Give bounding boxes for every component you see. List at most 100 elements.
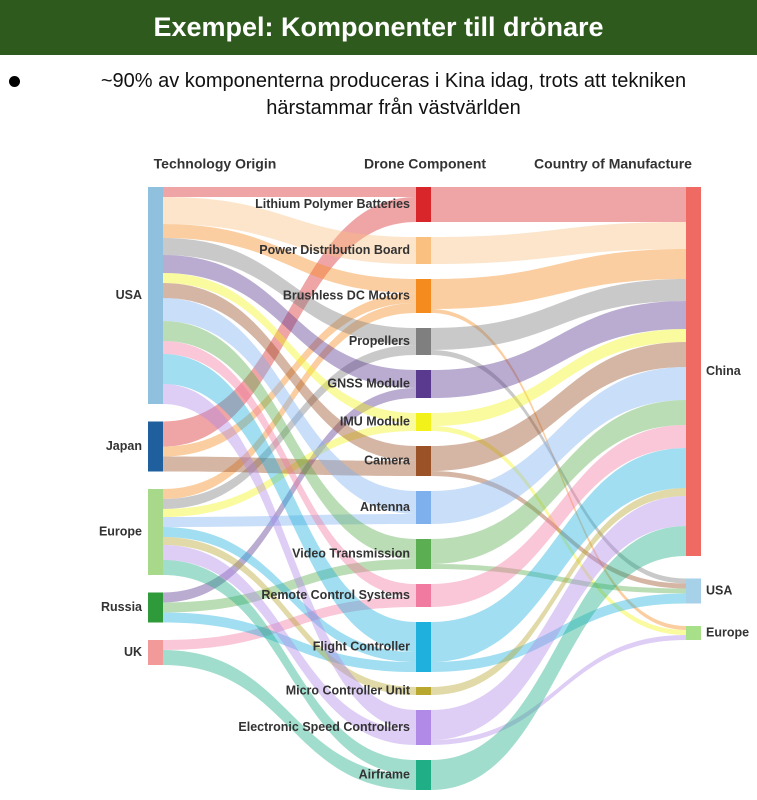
node <box>416 622 431 672</box>
flow <box>163 514 416 527</box>
node-label: Europe <box>706 625 749 639</box>
flow <box>163 597 416 650</box>
bullet-dot <box>9 76 20 87</box>
flow <box>431 635 686 745</box>
node-label: Flight Controller <box>313 639 410 653</box>
flow <box>431 526 686 790</box>
flow <box>431 187 686 222</box>
node <box>416 328 431 355</box>
flow <box>163 303 416 499</box>
flow <box>163 273 416 423</box>
node <box>416 370 431 398</box>
flow <box>163 456 416 476</box>
node-label: USA <box>116 288 142 302</box>
node-label: Lithium Polymer Batteries <box>255 197 410 211</box>
node <box>148 187 163 404</box>
node-label: Antenna <box>360 500 411 514</box>
node <box>686 187 701 556</box>
flow <box>431 426 686 635</box>
node-label: Brushless DC Motors <box>283 288 410 302</box>
flow <box>163 298 416 514</box>
node-label: Remote Control Systems <box>261 588 410 602</box>
node <box>148 489 163 575</box>
flow <box>163 354 416 652</box>
node-label: Europe <box>99 524 142 538</box>
node-label: Propellers <box>349 334 410 348</box>
bullet: ~90% av komponenterna produceras i Kina … <box>0 68 757 122</box>
flow <box>431 222 686 264</box>
node-label: Camera <box>364 453 411 467</box>
flow <box>163 197 416 447</box>
flow <box>163 423 416 517</box>
node <box>148 592 163 623</box>
flow <box>163 537 416 695</box>
node-label: IMU Module <box>340 414 410 428</box>
node-label: Video Transmission <box>292 546 410 560</box>
node-label: China <box>706 364 742 378</box>
flow <box>163 238 416 345</box>
node-label: Japan <box>106 439 142 453</box>
flow <box>431 301 686 398</box>
flow <box>163 612 416 672</box>
slide-title: Exempel: Komponenter till drönare <box>0 0 757 55</box>
flow <box>431 400 686 564</box>
flow <box>431 496 686 740</box>
node-label: Micro Controller Unit <box>286 683 411 697</box>
flow <box>163 321 416 559</box>
node-label: USA <box>706 583 732 597</box>
node <box>416 584 431 607</box>
flow <box>163 559 416 613</box>
node-label: Russia <box>101 600 143 614</box>
node <box>686 626 701 640</box>
node <box>686 578 701 604</box>
flow <box>163 293 416 457</box>
bullet-text: ~90% av komponenterna produceras i Kina … <box>100 70 687 92</box>
node <box>416 760 431 790</box>
flow <box>431 279 686 350</box>
flow <box>163 345 416 509</box>
flow <box>163 527 416 662</box>
node <box>416 687 431 695</box>
column-title: Technology Origin <box>154 156 277 172</box>
flow <box>163 224 416 293</box>
node <box>416 539 431 569</box>
node <box>416 187 431 222</box>
flow <box>431 350 686 584</box>
flow <box>431 593 686 672</box>
flow <box>431 309 686 630</box>
node-label: GNSS Module <box>327 376 410 390</box>
node <box>416 237 431 264</box>
flow <box>431 471 686 589</box>
node <box>416 491 431 524</box>
flow <box>431 425 686 607</box>
flow <box>163 197 416 264</box>
node-label: UK <box>124 645 142 659</box>
flow <box>163 187 416 197</box>
flow <box>431 329 686 426</box>
node <box>416 279 431 313</box>
flow <box>431 448 686 662</box>
column-title: Country of Manufacture <box>534 156 692 172</box>
flow <box>163 283 416 461</box>
flow <box>163 255 416 388</box>
node-label: Electronic Speed Controllers <box>238 720 410 734</box>
flow <box>431 564 686 594</box>
node <box>148 640 163 665</box>
flow <box>163 650 416 790</box>
flow <box>431 249 686 309</box>
flow <box>163 545 416 745</box>
node <box>148 421 163 472</box>
node <box>416 710 431 745</box>
flow <box>163 384 416 730</box>
node-label: Airframe <box>359 767 410 781</box>
flow <box>431 367 686 524</box>
flow <box>163 388 416 603</box>
flow <box>431 488 686 695</box>
node <box>416 446 431 476</box>
column-title: Drone Component <box>364 156 486 172</box>
flow <box>163 560 416 775</box>
node-label: Power Distribution Board <box>259 243 410 257</box>
flow <box>431 342 686 471</box>
